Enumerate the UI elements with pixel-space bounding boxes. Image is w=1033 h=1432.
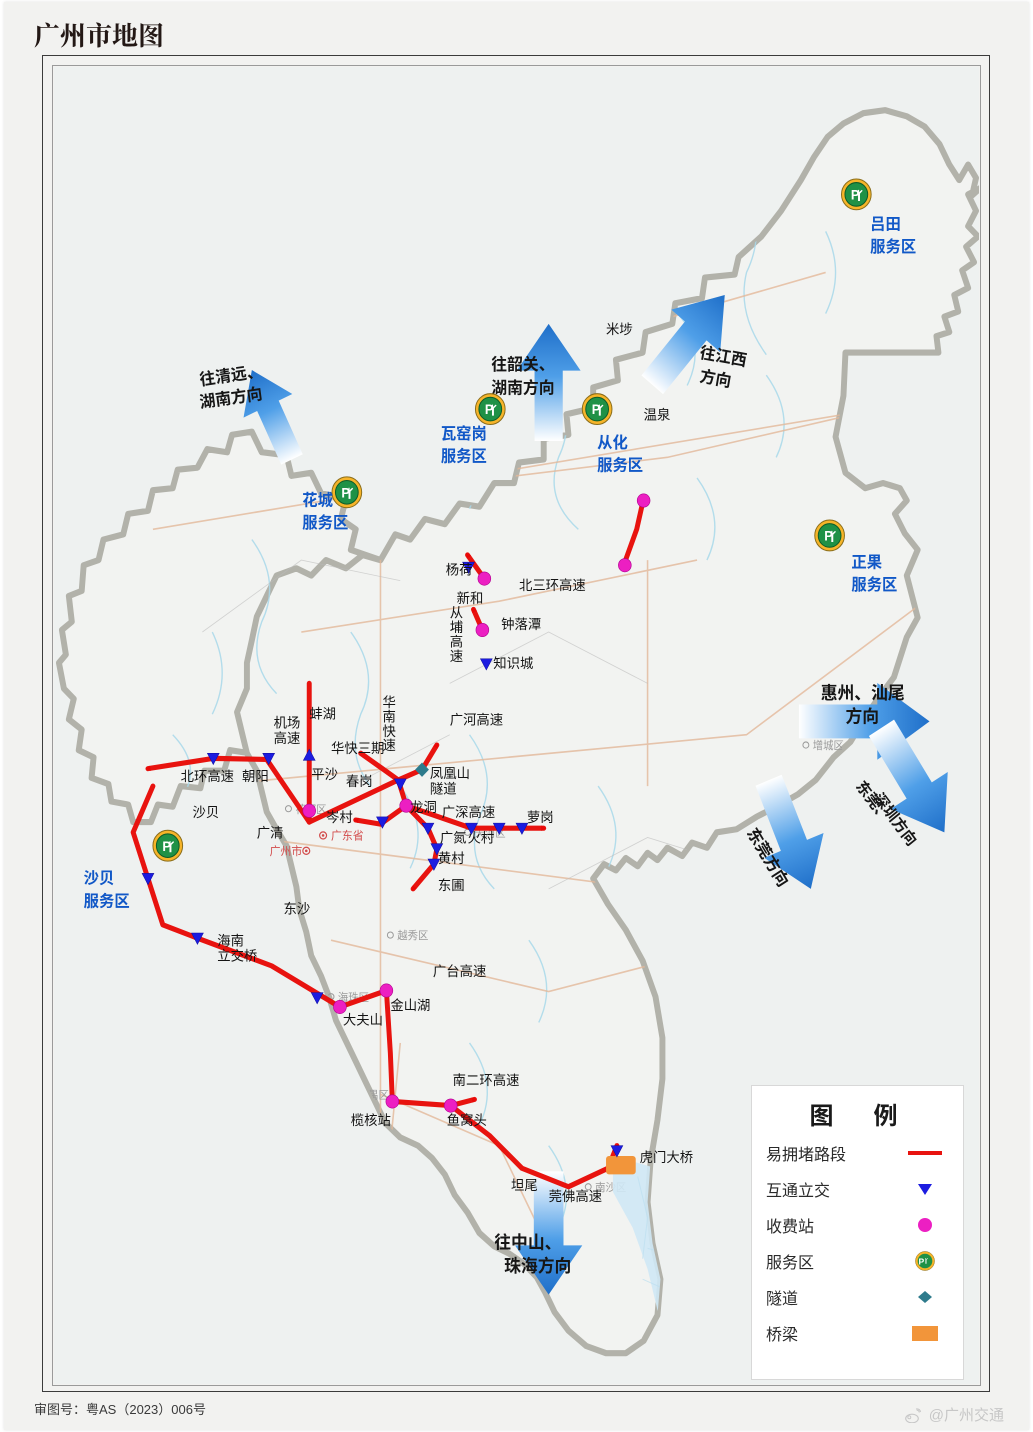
svg-text:从化: 从化 (597, 433, 628, 452)
svg-text:黄村: 黄村 (438, 851, 465, 866)
svg-text:海南: 海南 (217, 933, 244, 948)
svg-text:朝阳: 朝阳 (242, 769, 269, 784)
svg-text:广河高速: 广河高速 (450, 711, 504, 727)
svg-text:机场: 机场 (274, 715, 301, 730)
svg-text:虎门大桥: 虎门大桥 (640, 1150, 694, 1165)
svg-text:南: 南 (382, 709, 395, 724)
svg-text:大夫山: 大夫山 (343, 1012, 383, 1027)
svg-text:杨荷: 杨荷 (446, 562, 473, 577)
svg-text:新和: 新和 (457, 591, 484, 606)
svg-text:华快三期: 华快三期 (331, 741, 384, 756)
svg-text:米埗: 米埗 (606, 322, 633, 337)
svg-text:往韶关、: 往韶关、 (491, 355, 554, 374)
svg-text:春岗: 春岗 (346, 774, 373, 789)
svg-text:服务区: 服务区 (870, 237, 916, 256)
svg-text:速: 速 (382, 738, 396, 753)
svg-text:瓦窑岗: 瓦窑岗 (441, 424, 487, 443)
svg-text:服务区: 服务区 (84, 891, 130, 910)
svg-text:方向: 方向 (845, 706, 879, 726)
svg-text:萝岗: 萝岗 (527, 810, 554, 825)
svg-text:广氮: 广氮 (440, 830, 467, 845)
svg-text:平沙: 平沙 (311, 767, 338, 782)
svg-text:服务区: 服务区 (302, 513, 348, 532)
svg-text:广台高速: 广台高速 (433, 963, 487, 979)
svg-text:高速: 高速 (274, 730, 301, 746)
svg-text:榄核站: 榄核站 (351, 1112, 391, 1128)
svg-text:龙洞: 龙洞 (410, 800, 437, 815)
svg-text:沙贝: 沙贝 (84, 870, 115, 887)
svg-text:花城: 花城 (302, 490, 333, 509)
svg-text:广清: 广清 (257, 825, 284, 840)
svg-text:高: 高 (450, 633, 463, 649)
svg-text:广东省: 广东省 (331, 829, 364, 842)
svg-text:凤凰山: 凤凰山 (430, 766, 470, 781)
svg-text:莞佛高速: 莞佛高速 (549, 1188, 603, 1204)
svg-text:蚌湖: 蚌湖 (309, 706, 336, 721)
svg-text:P: P (919, 1257, 925, 1267)
svg-text:白云区: 白云区 (274, 929, 306, 942)
svg-text:温泉: 温泉 (644, 406, 671, 422)
svg-text:快: 快 (382, 724, 396, 739)
svg-text:从: 从 (450, 605, 464, 620)
svg-text:广深高速: 广深高速 (442, 804, 496, 820)
svg-text:服务区: 服务区 (441, 446, 487, 465)
svg-text:埔: 埔 (450, 620, 464, 635)
svg-text:速: 速 (450, 649, 464, 664)
svg-text:知识城: 知识城 (493, 655, 533, 671)
svg-text:坦尾: 坦尾 (511, 1178, 538, 1193)
svg-text:往中山、: 往中山、 (494, 1232, 561, 1252)
svg-text:隧道: 隧道 (430, 781, 457, 796)
svg-text:越秀区: 越秀区 (397, 929, 429, 942)
svg-text:东圃: 东圃 (438, 878, 465, 893)
svg-text:北环高速: 北环高速 (181, 768, 235, 784)
svg-text:岑村: 岑村 (326, 810, 353, 825)
svg-text:北三环高速: 北三环高速 (519, 577, 586, 593)
svg-text:火村: 火村 (468, 830, 495, 845)
svg-text:华: 华 (382, 695, 395, 710)
svg-text:正果: 正果 (851, 554, 882, 571)
svg-text:鱼窝头: 鱼窝头 (447, 1112, 487, 1128)
svg-text:沙贝: 沙贝 (193, 805, 220, 820)
svg-text:惠州、汕尾: 惠州、汕尾 (821, 682, 905, 702)
svg-text:服务区: 服务区 (597, 455, 643, 474)
svg-text:增城区: 增城区 (813, 739, 845, 752)
svg-text:立交桥: 立交桥 (217, 948, 257, 964)
svg-text:金山湖: 金山湖 (390, 998, 430, 1013)
svg-text:湖南方向: 湖南方向 (491, 378, 554, 397)
svg-text:珠海方向: 珠海方向 (504, 1256, 571, 1276)
svg-text:南二环高速: 南二环高速 (453, 1072, 520, 1088)
svg-text:钟落潭: 钟落潭 (501, 616, 541, 632)
svg-text:广州市: 广州市 (270, 844, 303, 858)
svg-text:吕田: 吕田 (870, 216, 901, 233)
svg-text:东沙: 东沙 (284, 901, 311, 916)
svg-text:服务区: 服务区 (851, 575, 897, 594)
